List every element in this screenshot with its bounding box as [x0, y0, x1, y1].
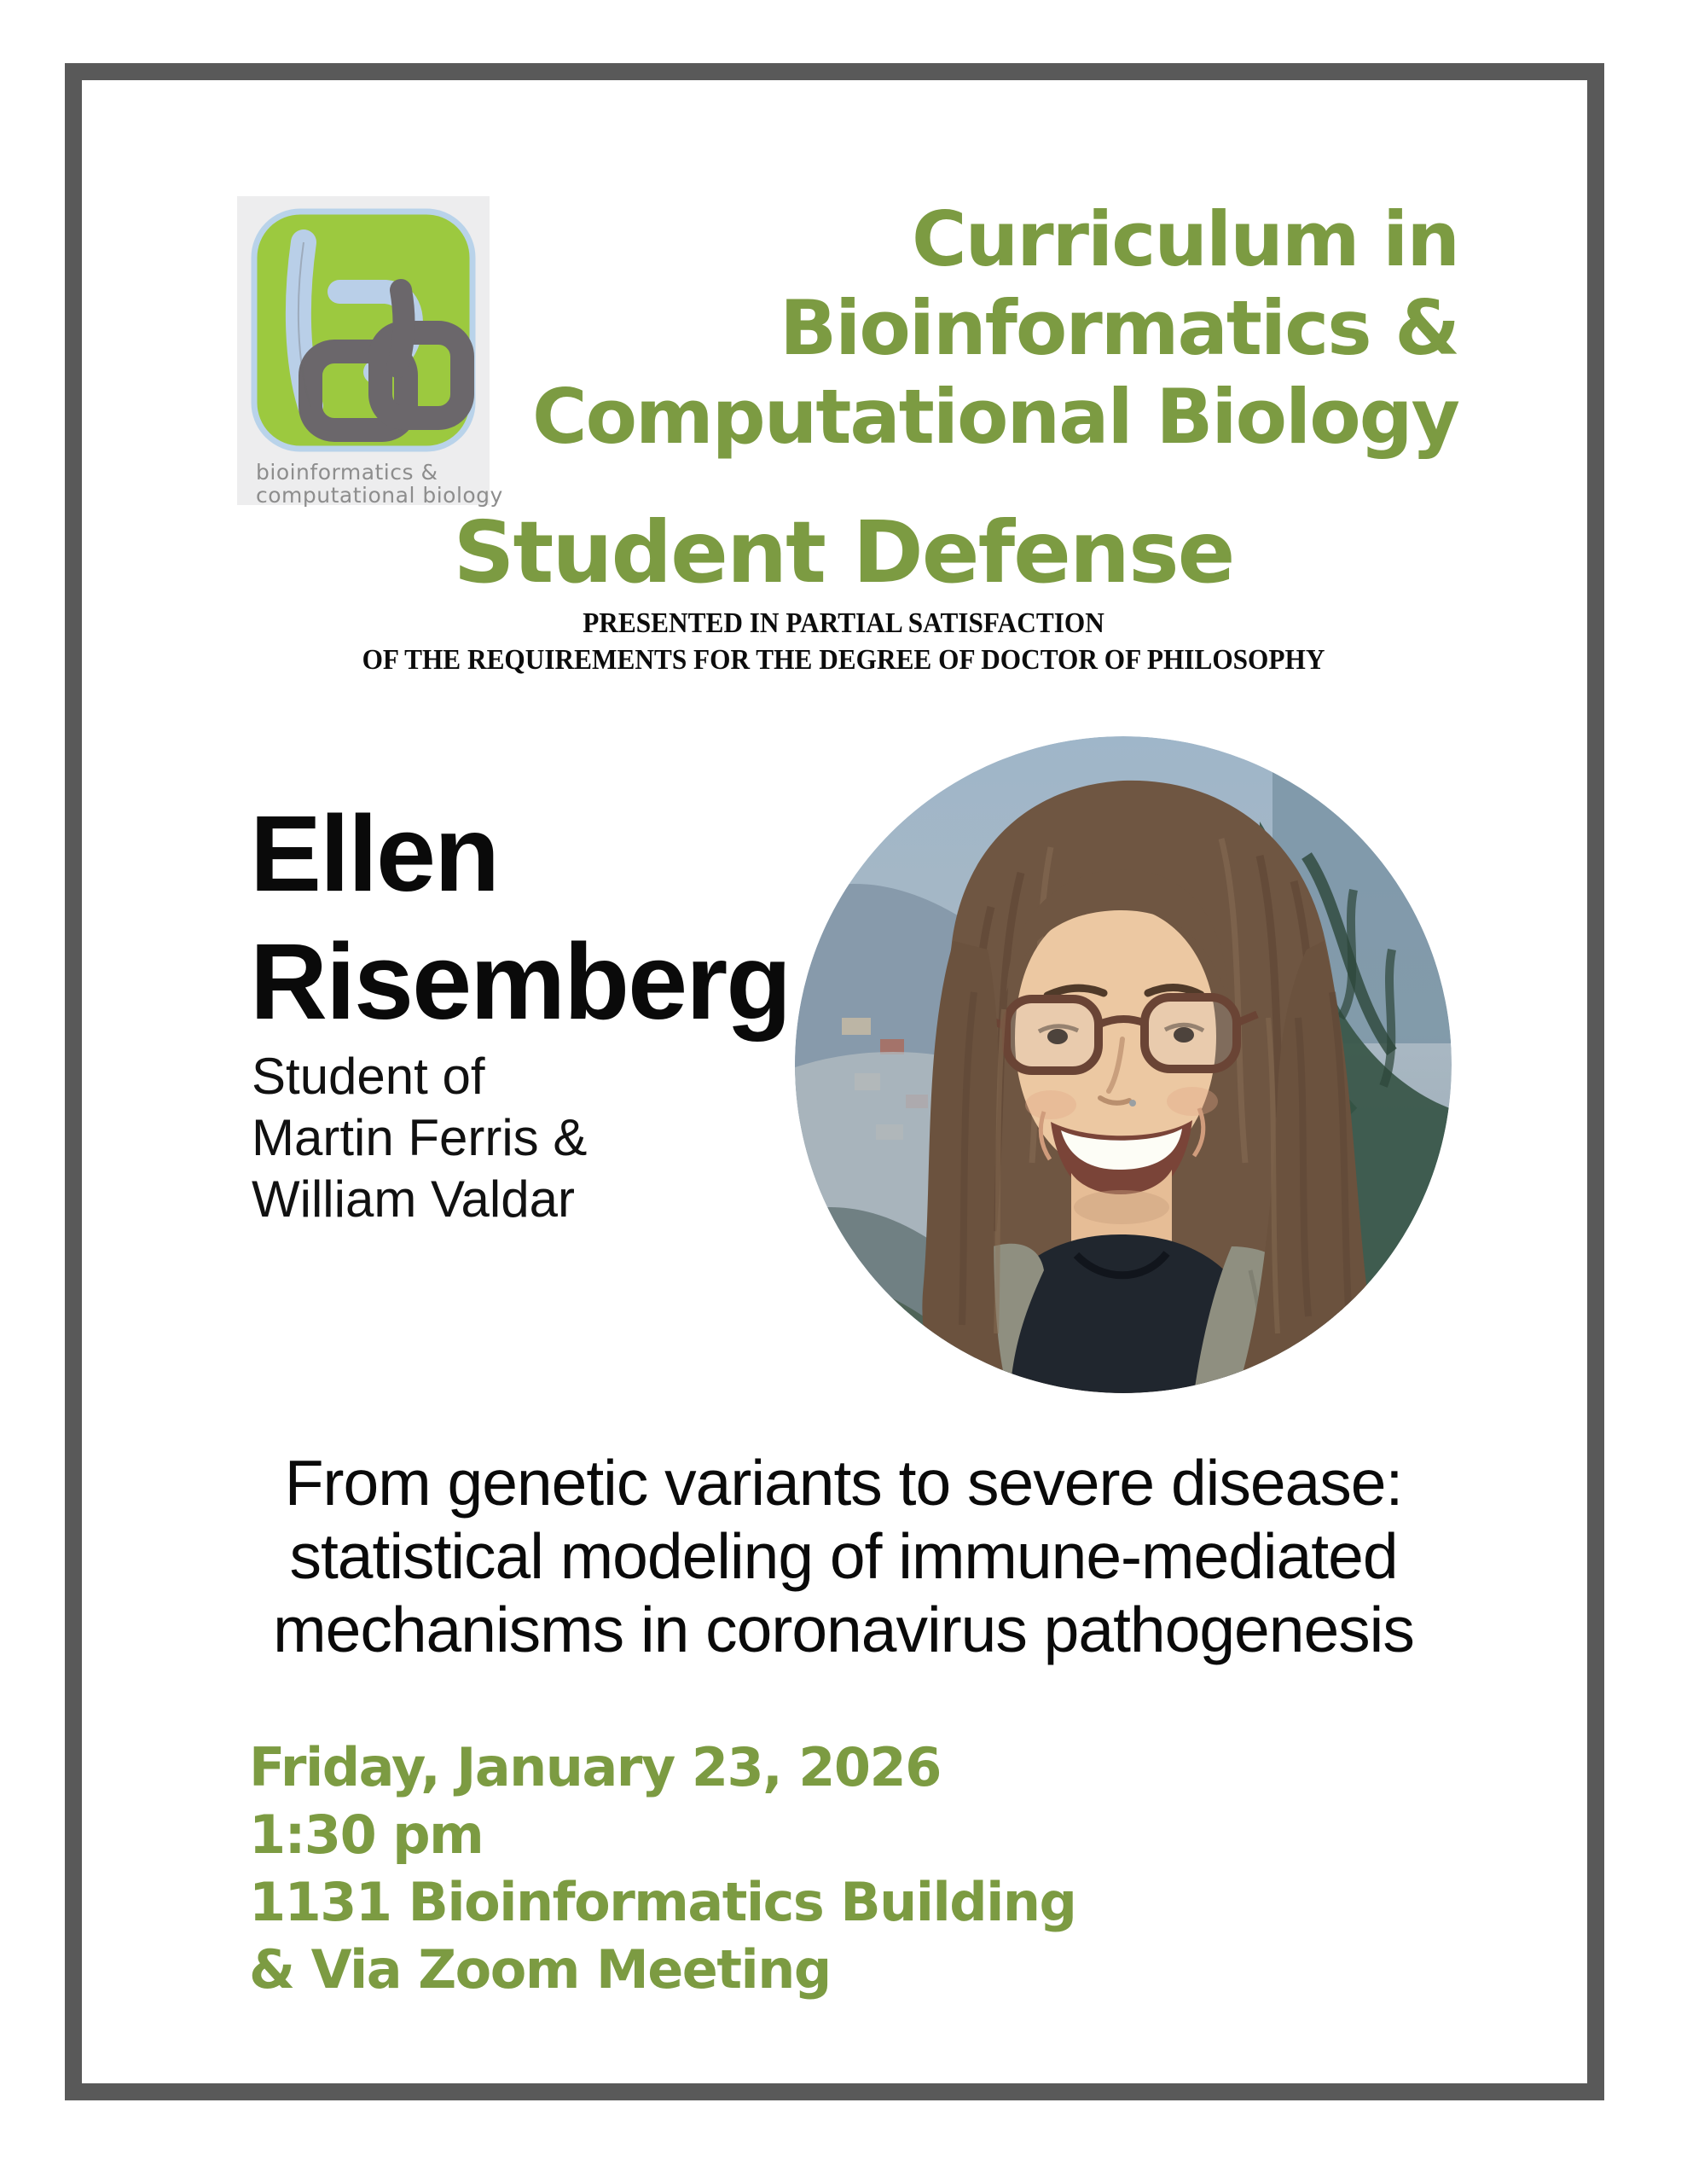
logo-caption-line1: bioinformatics & — [256, 460, 438, 485]
bcb-logo-icon — [251, 208, 476, 452]
event-location-line1: 1131 Bioinformatics Building — [249, 1871, 1077, 1933]
student-name: Ellen Risemberg — [250, 790, 791, 1046]
curriculum-heading-line2: Bioinformatics & — [780, 284, 1460, 372]
student-defense-title: Student Defense — [453, 502, 1236, 602]
degree-note-line1: PRESENTED IN PARTIAL SATISFACTION — [583, 607, 1104, 639]
curriculum-heading-line3: Computational Biology — [531, 373, 1460, 461]
student-last-name: Risemberg — [250, 921, 791, 1042]
event-time: 1:30 pm — [249, 1804, 484, 1866]
event-date: Friday, January 23, 2026 — [249, 1736, 942, 1798]
degree-note-line2: OF THE REQUIREMENTS FOR THE DEGREE OF DO… — [362, 644, 1325, 676]
logo-caption-line2: computational biology — [256, 483, 503, 508]
student-photo — [795, 736, 1452, 1393]
event-location-line2: & Via Zoom Meeting — [249, 1938, 832, 2001]
advisors-line3: William Valdar — [252, 1170, 575, 1228]
advisors: Student of Martin Ferris & William Valda… — [252, 1046, 587, 1230]
event-details: Friday, January 23, 2026 1:30 pm 1131 Bi… — [249, 1734, 1077, 2003]
bcb-logo: bioinformatics & computational biology — [237, 196, 502, 507]
student-first-name: Ellen — [250, 793, 500, 914]
degree-note: PRESENTED IN PARTIAL SATISFACTION OF THE… — [0, 605, 1687, 678]
curriculum-heading: Curriculum in Bioinformatics & Computati… — [531, 195, 1460, 462]
talk-title-line2: statistical modeling of immune-mediated — [289, 1520, 1398, 1592]
poster-border-frame — [65, 63, 1604, 2100]
curriculum-heading-line1: Curriculum in — [912, 195, 1460, 283]
advisors-line2: Martin Ferris & — [252, 1109, 588, 1166]
advisors-line1: Student of — [252, 1048, 485, 1105]
talk-title: From genetic variants to severe disease:… — [0, 1446, 1687, 1666]
talk-title-line3: mechanisms in coronavirus pathogenesis — [273, 1594, 1415, 1665]
talk-title-line1: From genetic variants to severe disease: — [284, 1447, 1404, 1519]
